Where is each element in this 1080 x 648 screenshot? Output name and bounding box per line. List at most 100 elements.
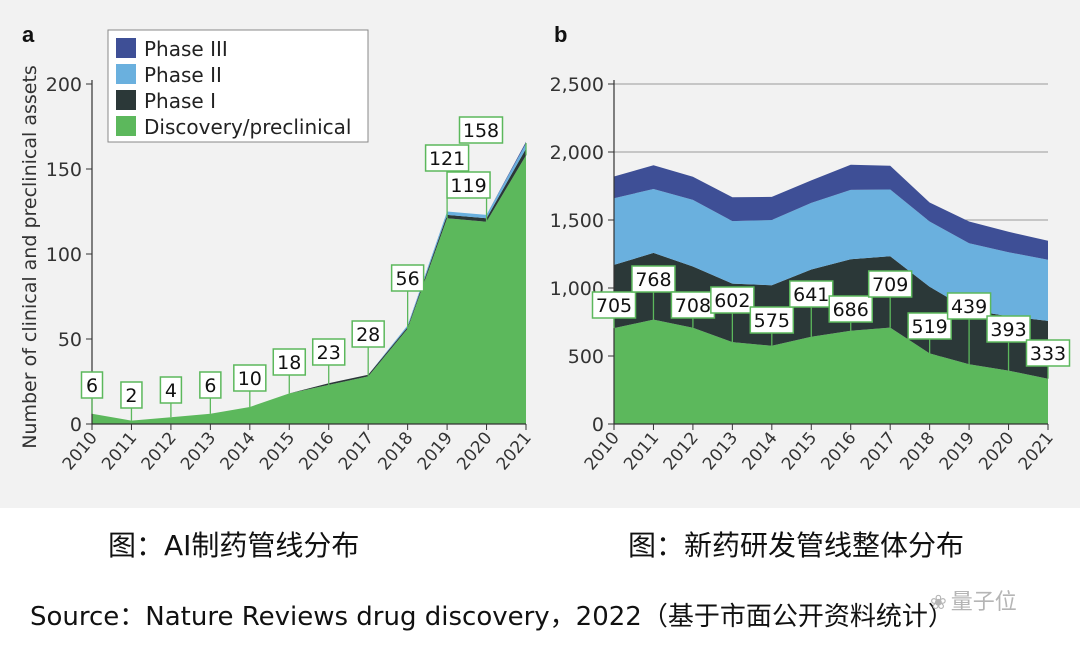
area-discovery-preclinical xyxy=(92,155,526,424)
data-label: 2 xyxy=(125,385,137,407)
area-phase-iii xyxy=(614,164,1048,260)
data-label: 6 xyxy=(86,375,98,397)
panel-a-ylabel: Number of clinical and preclinical asset… xyxy=(19,65,41,449)
data-label-box xyxy=(159,376,183,404)
x-tick-label: 2013 xyxy=(699,428,742,474)
wechat-icon: ❀ xyxy=(930,590,947,614)
data-label: 6 xyxy=(204,375,216,397)
y-tick-label: 150 xyxy=(46,159,82,181)
data-label-box xyxy=(458,116,504,144)
data-label: 393 xyxy=(990,319,1026,341)
data-label: 708 xyxy=(675,295,711,317)
y-tick-label: 1,000 xyxy=(550,278,604,300)
data-label: 333 xyxy=(1030,343,1066,365)
y-tick-label: 200 xyxy=(46,74,82,96)
data-label-box xyxy=(631,265,676,293)
source-line: Source：Nature Reviews drug discovery，202… xyxy=(30,602,954,632)
data-label: 709 xyxy=(872,274,908,296)
x-tick-label: 2016 xyxy=(295,428,338,474)
data-label-box xyxy=(233,364,267,392)
legend-swatch-phase1 xyxy=(116,90,136,110)
data-label-box xyxy=(1025,339,1071,367)
data-label: 705 xyxy=(596,295,632,317)
x-tick-label: 2015 xyxy=(778,428,821,474)
panel-b-chart: 0 500 1,000 1,500 2,000 2,500 2010201120122013… xyxy=(550,74,1071,474)
x-tick-label: 2010 xyxy=(581,428,624,474)
data-label: 686 xyxy=(833,299,869,321)
area-discovery-preclinical xyxy=(614,319,1048,424)
data-label-box xyxy=(710,286,755,314)
data-label: 10 xyxy=(238,368,262,390)
x-tick-label: 2011 xyxy=(620,428,663,474)
data-label: 158 xyxy=(463,120,499,142)
panel-a-letter: a xyxy=(22,22,35,47)
data-label: 4 xyxy=(165,380,177,402)
x-tick-label: 2020 xyxy=(975,428,1018,474)
data-label-box xyxy=(946,292,992,320)
caption-panel-a: 图：AI制药管线分布 xyxy=(108,529,360,562)
watermark: ❀ 量子位 xyxy=(930,584,1017,616)
legend-label-phase1: Phase I xyxy=(144,89,216,113)
data-label: 28 xyxy=(356,324,380,346)
x-tick-label: 2012 xyxy=(660,428,703,474)
y-tick-label: 0 xyxy=(70,414,82,436)
data-label: 602 xyxy=(714,290,750,312)
data-label-box xyxy=(591,291,637,319)
data-label: 18 xyxy=(277,352,301,374)
data-label: 641 xyxy=(793,284,829,306)
data-label-box xyxy=(424,144,470,172)
data-label: 768 xyxy=(635,269,671,291)
x-tick-label: 2018 xyxy=(896,428,939,474)
x-tick-label: 2011 xyxy=(98,428,141,474)
x-tick-label: 2014 xyxy=(739,428,782,474)
x-tick-label: 2015 xyxy=(256,428,299,474)
data-label-box xyxy=(907,312,952,340)
data-label: 519 xyxy=(912,316,948,338)
data-label-box xyxy=(446,171,491,199)
data-label-box xyxy=(749,306,795,334)
data-label-box xyxy=(351,320,385,348)
data-label: 23 xyxy=(317,342,341,364)
x-tick-label: 2012 xyxy=(138,428,181,474)
legend: Phase III Phase II Phase I Discovery/pre… xyxy=(107,29,369,143)
x-tick-label: 2016 xyxy=(817,428,860,474)
x-tick-label: 2014 xyxy=(217,428,260,474)
y-tick-label: 2,500 xyxy=(550,74,604,96)
data-label-box xyxy=(272,348,307,376)
x-tick-label: 2021 xyxy=(1015,428,1058,474)
y-tick-label: 500 xyxy=(568,346,604,368)
watermark-text: 量子位 xyxy=(950,590,1017,615)
data-label: 439 xyxy=(951,296,987,318)
data-label-box xyxy=(867,270,913,298)
legend-swatch-discovery xyxy=(116,116,136,136)
data-label-box xyxy=(828,295,873,323)
x-tick-label: 2020 xyxy=(453,428,496,474)
x-tick-label: 2019 xyxy=(936,428,979,474)
data-label: 119 xyxy=(450,175,486,197)
legend-label-phase2: Phase II xyxy=(144,63,222,87)
panel-b-letter: b xyxy=(554,22,567,47)
data-label: 56 xyxy=(396,268,420,290)
legend-label-discovery: Discovery/preclinical xyxy=(144,115,351,139)
data-label-box xyxy=(80,371,104,399)
data-label-box xyxy=(986,315,1031,343)
y-tick-label: 1,500 xyxy=(550,210,604,232)
data-label-box xyxy=(390,264,425,292)
y-tick-label: 0 xyxy=(592,414,604,436)
data-label-box xyxy=(789,280,834,308)
x-tick-label: 2010 xyxy=(59,428,102,474)
data-label-box xyxy=(199,371,222,399)
data-label: 575 xyxy=(754,310,790,332)
caption-panel-b: 图：新药研发管线整体分布 xyxy=(628,529,965,562)
chart-figure: a b Number of clinical and preclinical a… xyxy=(19,22,1071,474)
area-phase-ii xyxy=(614,189,1048,321)
y-tick-label: 100 xyxy=(46,244,82,266)
legend-swatch-phase2 xyxy=(116,64,136,84)
y-tick-label: 2,000 xyxy=(550,142,604,164)
data-label-box xyxy=(120,381,143,409)
x-tick-label: 2017 xyxy=(857,428,900,474)
x-tick-label: 2019 xyxy=(414,428,457,474)
legend-swatch-phase3 xyxy=(116,38,136,58)
data-label-box xyxy=(311,338,346,366)
data-label: 121 xyxy=(429,148,465,170)
